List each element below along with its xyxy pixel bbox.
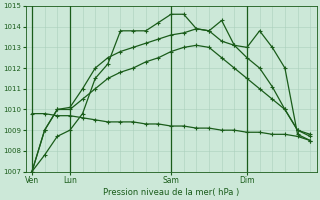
X-axis label: Pression niveau de la mer( hPa ): Pression niveau de la mer( hPa ) [103,188,239,197]
